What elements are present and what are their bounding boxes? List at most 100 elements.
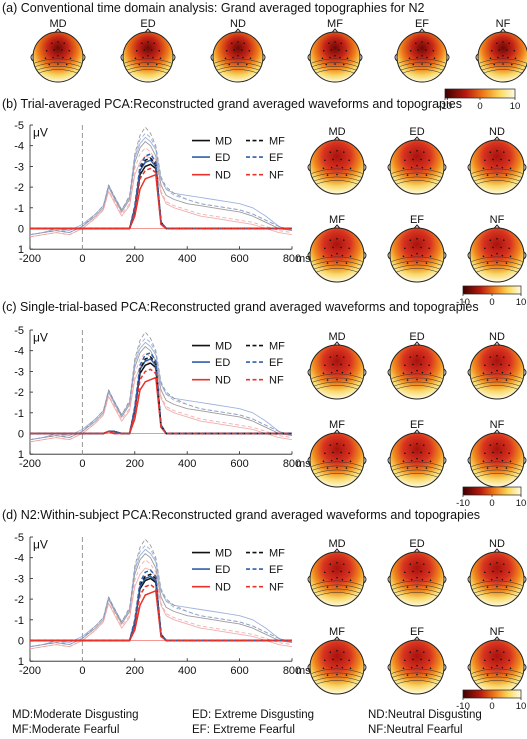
electrode-dot — [412, 451, 414, 454]
electrode-dot — [322, 579, 325, 582]
electrode-dot — [482, 372, 485, 375]
electrode-dot — [425, 379, 428, 381]
colorbar-bar — [462, 486, 522, 496]
electrode-dot — [53, 49, 56, 51]
legend-label-ef: EF — [269, 564, 283, 576]
scalp-map — [309, 31, 361, 83]
electrode-dot — [429, 460, 432, 463]
electrode-dot — [416, 238, 418, 240]
series-line-md-raw — [29, 553, 293, 648]
scalp-map — [122, 31, 174, 83]
x-tick-label: 800 — [283, 458, 301, 470]
topo-1-mf: MF — [307, 214, 367, 283]
contour-line — [395, 385, 439, 390]
electrode-dot — [433, 57, 436, 60]
electrode-dot — [326, 379, 329, 381]
electrode-dot — [409, 444, 412, 446]
electrode-dot — [500, 363, 502, 366]
electrode-dot — [496, 650, 498, 652]
topo-2-md: MD — [307, 331, 367, 400]
electrode-dot — [420, 246, 422, 249]
contour-line — [313, 66, 357, 71]
electrode-dot — [321, 57, 324, 60]
topography-label: MD — [328, 331, 345, 343]
electrode-dot — [345, 174, 348, 176]
electrode-dot — [348, 571, 350, 574]
electrode-dot — [155, 63, 158, 66]
contour-line — [312, 465, 362, 471]
electrode-dot — [336, 164, 338, 167]
contour-line — [473, 676, 521, 682]
electrode-dot — [336, 466, 338, 469]
electrode-dot — [484, 247, 486, 250]
electrode-dot — [152, 56, 154, 59]
ear-right — [523, 663, 527, 672]
electrode-dot — [329, 356, 332, 358]
electrode-dot — [421, 54, 423, 57]
contour-line — [392, 172, 442, 178]
electrode-dot — [409, 563, 412, 565]
contour-line — [395, 268, 439, 273]
electrode-dot — [245, 63, 248, 66]
electrode-dot — [322, 49, 325, 52]
electrode-dot — [482, 255, 485, 258]
electrode-dot — [429, 579, 432, 582]
contour-line — [313, 381, 361, 387]
electrode-dot — [346, 57, 349, 60]
electrode-dot — [489, 239, 492, 241]
electrode-dot — [349, 579, 352, 582]
electrode-dot — [345, 674, 348, 676]
electrode-dot — [416, 164, 418, 167]
legend-label-nf: NF — [269, 582, 284, 594]
electrode-dot — [489, 563, 492, 565]
colorbar-tick-label: 0 — [489, 701, 494, 712]
electrode-dot — [421, 371, 424, 374]
contour-line — [391, 668, 443, 674]
electrode-dot — [502, 444, 505, 446]
electrode-dot — [496, 443, 498, 445]
electrode-dot — [492, 246, 494, 249]
nose — [418, 28, 426, 33]
electrode-dot — [52, 56, 54, 59]
ear-right — [523, 163, 527, 172]
electrode-dot — [341, 459, 344, 462]
electrode-dot — [484, 364, 486, 367]
legend-label-nf: NF — [269, 375, 284, 387]
ear-right — [443, 163, 447, 172]
electrode-dot — [44, 57, 47, 60]
electrode-dot — [422, 151, 425, 153]
topography-label: MF — [327, 18, 343, 30]
x-tick-label: 0 — [79, 665, 85, 677]
electrode-dot — [486, 379, 489, 381]
contour-line — [398, 62, 446, 67]
electrode-dot — [232, 56, 234, 59]
electrode-dot — [416, 457, 418, 460]
ear-left — [387, 368, 391, 377]
scalp-map — [469, 139, 525, 195]
electrode-dot — [332, 246, 334, 249]
nose — [499, 28, 507, 33]
scalp-map — [309, 227, 365, 283]
electrode-dot — [330, 49, 333, 51]
electrode-dot — [502, 651, 505, 653]
electrode-dot — [490, 578, 493, 581]
series-line-ef-raw — [29, 337, 293, 441]
electrode-dot — [495, 42, 498, 45]
electrode-dot — [425, 586, 428, 588]
electrode-dot — [505, 262, 508, 264]
scalp-map — [32, 31, 84, 83]
footer-mf: MF:Moderate Fearful — [12, 724, 120, 736]
electrode-dot — [324, 159, 326, 162]
x-unit-label: ms — [296, 253, 311, 265]
series-line-nf-raw — [29, 147, 293, 238]
colorbar-tick-label: 10 — [510, 101, 521, 112]
topographies-layer: MD ED ND MF EF NF -10 0 10 MD ED ND MF EF NF -10 0 10 MD ED… — [30, 18, 527, 712]
electrode-dot — [421, 41, 423, 43]
electrode-dot — [493, 63, 496, 66]
electrode-dot — [428, 571, 430, 574]
electrode-dot — [416, 650, 418, 652]
electrode-dot — [496, 576, 498, 579]
scalp-map — [309, 432, 365, 488]
electrode-dot — [416, 576, 418, 579]
